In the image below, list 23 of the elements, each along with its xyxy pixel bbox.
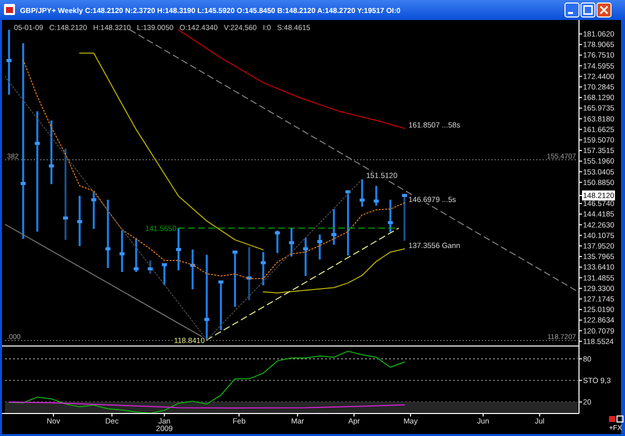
point bbox=[289, 241, 294, 244]
bar bbox=[178, 228, 180, 270]
bar bbox=[78, 196, 81, 246]
bar bbox=[304, 238, 307, 276]
line-series bbox=[262, 248, 405, 294]
bar bbox=[50, 120, 52, 184]
bar bbox=[121, 230, 124, 272]
line-series bbox=[8, 350, 405, 414]
line-series bbox=[79, 52, 264, 250]
bar bbox=[248, 247, 250, 300]
bar bbox=[36, 111, 38, 232]
line-series bbox=[22, 59, 405, 280]
bar bbox=[234, 250, 236, 307]
bar bbox=[346, 191, 349, 256]
bar bbox=[106, 200, 109, 268]
bar bbox=[22, 43, 24, 239]
bar bbox=[192, 250, 194, 290]
bar bbox=[403, 194, 406, 241]
bar bbox=[220, 281, 222, 330]
bar bbox=[8, 30, 10, 95]
bar bbox=[206, 254, 208, 340]
bar bbox=[64, 148, 67, 240]
line-series bbox=[178, 29, 405, 129]
